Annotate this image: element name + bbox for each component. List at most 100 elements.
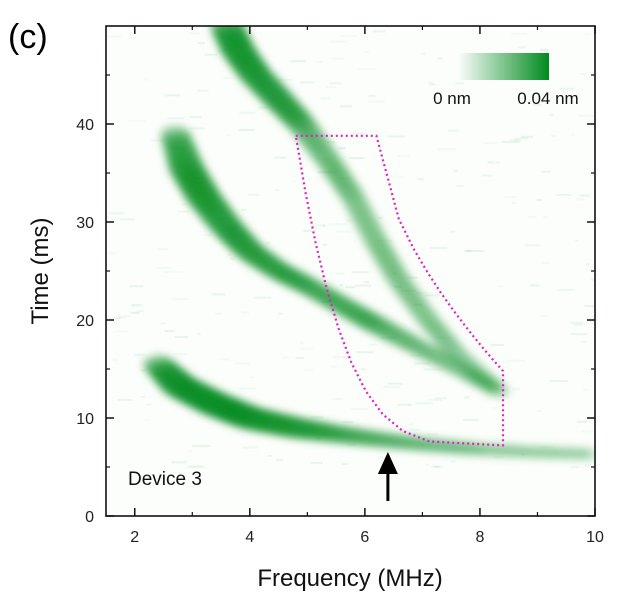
heatmap-texture bbox=[428, 82, 435, 84]
heatmap-texture bbox=[521, 453, 525, 456]
heatmap-texture bbox=[299, 81, 315, 84]
heatmap-texture bbox=[406, 276, 418, 279]
heatmap-texture bbox=[157, 267, 172, 269]
heatmap-texture bbox=[170, 387, 187, 390]
heatmap-texture bbox=[317, 171, 336, 174]
heatmap-texture bbox=[255, 66, 268, 69]
heatmap-texture bbox=[349, 157, 365, 160]
heatmap-texture bbox=[507, 360, 525, 362]
heatmap-texture bbox=[413, 362, 430, 365]
y-tick-label: 30 bbox=[76, 215, 94, 232]
heatmap-cell bbox=[580, 447, 595, 461]
heatmap-texture bbox=[192, 444, 211, 447]
heatmap-texture bbox=[373, 321, 379, 324]
heatmap-texture bbox=[329, 82, 342, 85]
heatmap-texture bbox=[380, 336, 397, 339]
heatmap-texture bbox=[338, 147, 346, 150]
heatmap-texture bbox=[397, 403, 412, 406]
heatmap-texture bbox=[350, 408, 369, 410]
heatmap-texture bbox=[291, 427, 304, 430]
heatmap-texture bbox=[454, 82, 464, 85]
heatmap-texture bbox=[182, 203, 187, 205]
heatmap-texture bbox=[195, 177, 203, 179]
heatmap-texture bbox=[464, 396, 470, 399]
heatmap-texture bbox=[127, 120, 146, 122]
arrow-up-icon bbox=[377, 452, 398, 474]
heatmap-texture bbox=[556, 193, 572, 196]
heatmap-texture bbox=[164, 383, 172, 385]
heatmap-texture bbox=[311, 224, 325, 227]
heatmap-texture bbox=[167, 117, 185, 120]
heatmap-texture bbox=[168, 146, 185, 148]
heatmap-texture bbox=[337, 231, 351, 233]
heatmap-texture bbox=[487, 161, 494, 164]
heatmap-texture bbox=[364, 281, 370, 284]
heatmap-texture bbox=[239, 111, 256, 114]
y-tick-label: 0 bbox=[85, 509, 94, 526]
heatmap-texture bbox=[290, 60, 306, 63]
heatmap-texture bbox=[331, 58, 345, 60]
heatmap-texture bbox=[112, 358, 118, 361]
heatmap-texture bbox=[438, 148, 457, 151]
heatmap-texture bbox=[576, 420, 588, 423]
heatmap-texture bbox=[277, 78, 293, 81]
heatmap-texture bbox=[238, 128, 255, 131]
heatmap-texture bbox=[378, 216, 384, 219]
heatmap-texture bbox=[583, 389, 588, 391]
heatmap-texture bbox=[276, 458, 284, 461]
plot-area bbox=[105, 25, 596, 517]
heatmap-texture bbox=[409, 423, 414, 426]
heatmap-texture bbox=[501, 140, 520, 143]
heatmap-texture bbox=[250, 376, 254, 379]
heatmap-texture bbox=[224, 236, 237, 239]
heatmap-texture bbox=[108, 212, 124, 215]
heatmap-texture bbox=[153, 373, 169, 375]
heatmap-texture bbox=[118, 315, 131, 318]
heatmap-texture bbox=[322, 224, 326, 227]
x-axis-title: Frequency (MHz) bbox=[257, 565, 442, 592]
heatmap-texture bbox=[417, 178, 424, 181]
y-tick-label: 20 bbox=[76, 313, 94, 330]
heatmap-texture bbox=[174, 336, 188, 338]
heatmap-texture bbox=[326, 86, 336, 88]
heatmap-layer bbox=[107, 26, 595, 469]
heatmap-texture bbox=[316, 158, 331, 160]
heatmap-texture bbox=[301, 348, 314, 350]
heatmap-bands bbox=[141, 26, 595, 461]
heatmap-texture bbox=[272, 420, 287, 423]
heatmap-texture bbox=[351, 271, 369, 274]
heatmap-texture bbox=[171, 147, 184, 150]
x-tick-label: 4 bbox=[245, 529, 254, 546]
x-axis: 2 4 6 8 10 bbox=[130, 26, 604, 546]
heatmap-band-3 bbox=[209, 26, 506, 393]
heatmap-texture bbox=[520, 135, 533, 138]
heatmap-texture bbox=[524, 244, 541, 247]
colorbar-gradient bbox=[457, 53, 549, 80]
heatmap-texture bbox=[540, 315, 548, 318]
heatmap-texture bbox=[115, 330, 128, 332]
heatmap-texture bbox=[504, 196, 516, 198]
heatmap-texture bbox=[372, 30, 386, 33]
heatmap-texture bbox=[144, 78, 148, 80]
device-label: Device 3 bbox=[128, 469, 202, 490]
heatmap-texture bbox=[316, 437, 321, 440]
heatmap-texture bbox=[511, 32, 527, 35]
heatmap-texture bbox=[137, 310, 144, 313]
heatmap-texture bbox=[463, 419, 479, 422]
heatmap-texture bbox=[528, 216, 536, 218]
heatmap-texture bbox=[369, 101, 386, 103]
heatmap-texture bbox=[339, 177, 351, 180]
heatmap-texture bbox=[316, 61, 322, 63]
heatmap-texture bbox=[345, 286, 356, 289]
heatmap-texture bbox=[197, 89, 209, 92]
heatmap-texture bbox=[322, 243, 327, 246]
heatmap-texture bbox=[377, 456, 386, 459]
heatmap-texture bbox=[356, 351, 374, 354]
heatmap-texture bbox=[161, 322, 166, 325]
heatmap-texture bbox=[158, 248, 169, 251]
heatmap-texture bbox=[543, 216, 548, 219]
heatmap-texture bbox=[131, 304, 142, 307]
heatmap-texture bbox=[584, 305, 595, 308]
heatmap-texture bbox=[464, 250, 471, 252]
heatmap-texture bbox=[420, 52, 425, 55]
